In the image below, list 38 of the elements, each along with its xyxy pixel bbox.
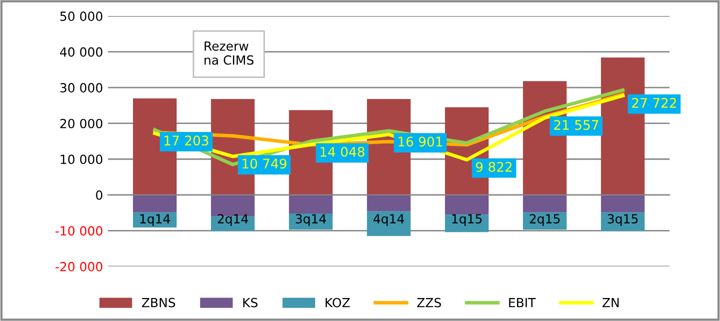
x-tick-label: 2q14: [218, 214, 248, 226]
bar: [132, 98, 177, 195]
y-tick-label: 30 000: [60, 83, 102, 93]
legend-label: EBIT: [509, 298, 536, 308]
data-label: 27 722: [632, 98, 676, 108]
legend-label: KS: [243, 298, 258, 308]
bar: [288, 194, 333, 214]
y-tick-label: 50 000: [60, 12, 102, 21]
bar: [366, 194, 411, 212]
bar: [132, 194, 177, 212]
data-label: 10 749: [242, 158, 286, 169]
annotation: Rezerw na CIMS: [204, 41, 254, 65]
bar: [522, 194, 567, 212]
y-tick-label: 0: [96, 190, 102, 200]
bar: [600, 194, 645, 212]
x-tick-label: 3q14: [296, 214, 326, 226]
legend-label: KOZ: [326, 298, 350, 308]
x-tick-label: 2q15: [530, 214, 560, 226]
x-tick-label: 4q14: [374, 214, 404, 226]
y-tick-label: -10 000: [56, 226, 102, 236]
data-label: 21 557: [554, 120, 598, 130]
data-label: 14 048: [320, 146, 364, 157]
y-tick-label: 40 000: [60, 47, 102, 57]
data-label: 17 203: [164, 136, 208, 146]
bar: [600, 58, 645, 195]
y-tick-label: 20 000: [60, 118, 102, 128]
bar: [366, 211, 411, 236]
data-label: 16 901: [398, 136, 442, 147]
y-tick-label: 10 000: [60, 154, 102, 164]
data-label: 9 822: [476, 162, 512, 172]
y-tick-label: -20 000: [56, 262, 102, 272]
bar: [444, 194, 489, 215]
x-tick-label: 1q15: [452, 214, 482, 226]
legend-label: ZZS: [417, 298, 441, 308]
legend-label: ZBNS: [142, 298, 176, 308]
legend-label: ZN: [602, 298, 619, 308]
x-tick-label: 1q14: [140, 214, 170, 226]
x-tick-label: 3q15: [608, 214, 638, 226]
